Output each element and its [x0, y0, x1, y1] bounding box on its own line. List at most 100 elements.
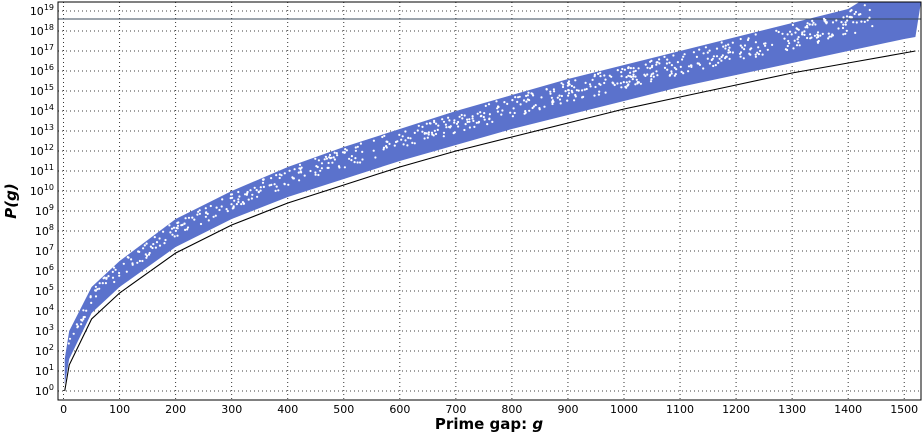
scatter-point: [727, 51, 730, 54]
scatter-point: [183, 222, 186, 225]
scatter-point: [270, 183, 273, 186]
scatter-point: [806, 22, 809, 25]
y-axis-label: P(g): [2, 183, 20, 218]
scatter-point: [193, 218, 196, 221]
scatter-point: [560, 94, 564, 98]
y-tick-label: 104: [35, 303, 54, 318]
x-tick-label: 100: [109, 403, 130, 416]
scatter-point: [522, 99, 526, 102]
scatter-point: [754, 41, 758, 44]
scatter-point: [153, 236, 156, 239]
scatter-point: [180, 224, 183, 227]
y-tick-label: 109: [35, 203, 54, 218]
scatter-point: [786, 33, 789, 36]
scatter-point: [704, 46, 708, 49]
scatter-point: [816, 33, 819, 36]
scatter-point: [287, 183, 290, 186]
scatter-point: [675, 68, 678, 71]
scatter-point: [383, 134, 386, 137]
scatter-point: [434, 132, 438, 136]
scatter-point: [528, 99, 531, 102]
scatter-point: [270, 177, 273, 180]
scatter-point: [372, 149, 375, 152]
scatter-point: [669, 73, 672, 77]
scatter-point: [591, 78, 594, 81]
scatter-point: [205, 211, 208, 214]
scatter-point: [268, 184, 271, 187]
scatter-point: [212, 215, 215, 218]
scatter-point: [118, 274, 121, 277]
scatter-point: [299, 170, 302, 173]
scatter-point: [343, 151, 346, 154]
y-tick-label: 1015: [30, 83, 54, 98]
scatter-point: [251, 193, 254, 196]
scatter-point: [423, 137, 426, 140]
scatter-point: [668, 61, 671, 64]
x-tick-label: 1500: [890, 403, 918, 416]
scatter-point: [468, 120, 471, 123]
scatter-point: [480, 114, 483, 117]
scatter-point: [466, 120, 469, 124]
scatter-point: [797, 36, 800, 39]
scatter-point: [82, 316, 85, 319]
scatter-point: [655, 63, 658, 66]
scatter-point: [805, 24, 809, 27]
scatter-point: [852, 21, 855, 24]
scatter-point: [209, 204, 212, 208]
scatter-point: [739, 51, 743, 54]
scatter-point: [396, 140, 399, 143]
scatter-point: [796, 27, 799, 31]
scatter-point: [831, 34, 835, 37]
scatter-point: [298, 163, 302, 166]
scatter-point: [171, 233, 174, 236]
scatter-point: [712, 55, 716, 58]
scatter-point: [463, 114, 466, 117]
scatter-point: [427, 131, 430, 134]
scatter-point: [172, 226, 176, 229]
scatter-point: [777, 30, 780, 34]
scatter-point: [215, 206, 218, 209]
scatter-point: [766, 48, 769, 51]
scatter-point: [599, 83, 602, 86]
scatter-point: [835, 19, 838, 22]
scatter-point: [543, 105, 546, 108]
scatter-point: [327, 166, 330, 169]
scatter-point: [797, 41, 800, 44]
scatter-point: [80, 323, 83, 326]
scatter-point: [720, 55, 723, 59]
scatter-point: [500, 113, 503, 116]
scatter-point: [496, 110, 499, 113]
scatter-point: [337, 165, 341, 168]
scatter-point: [682, 55, 685, 58]
scatter-point: [314, 171, 317, 174]
scatter-point: [828, 35, 831, 38]
scatter-point: [186, 226, 190, 229]
scatter-point: [674, 73, 677, 76]
scatter-point: [632, 75, 635, 78]
scatter-point: [712, 64, 715, 68]
scatter-point: [604, 78, 607, 81]
scatter-point: [506, 102, 509, 105]
scatter-point: [226, 210, 229, 213]
scatter-point: [626, 84, 630, 87]
scatter-point: [711, 57, 714, 60]
scatter-point: [837, 27, 840, 30]
scatter-point: [808, 23, 811, 26]
scatter-point: [314, 173, 317, 176]
scatter-point: [823, 19, 826, 22]
scatter-point: [715, 47, 719, 50]
scatter-point: [242, 202, 245, 205]
scatter-point: [149, 245, 152, 248]
scatter-point: [570, 89, 573, 92]
scatter-point: [649, 80, 653, 83]
scatter-point: [598, 90, 601, 93]
scatter-point: [464, 123, 467, 126]
scatter-point: [231, 207, 234, 210]
scatter-point: [597, 93, 601, 96]
scatter-point: [448, 125, 451, 129]
scatter-point: [796, 38, 799, 41]
scatter-point: [298, 179, 301, 182]
scatter-point: [577, 89, 580, 92]
scatter-point: [790, 33, 793, 36]
scatter-point: [85, 309, 88, 312]
